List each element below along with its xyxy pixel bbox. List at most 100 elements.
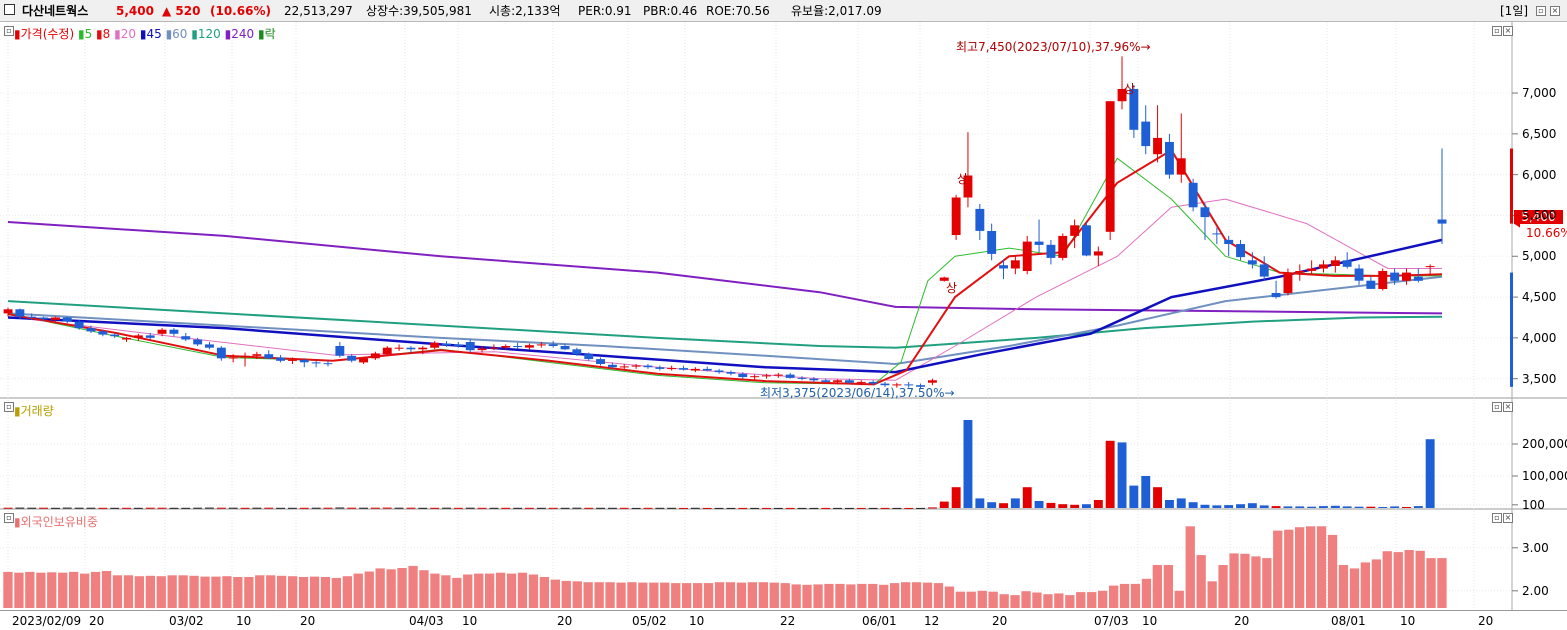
candle-body bbox=[702, 368, 712, 371]
candle-body bbox=[1342, 260, 1352, 267]
volume-bar bbox=[880, 507, 890, 509]
volume-bar bbox=[1319, 506, 1328, 508]
volume-bar bbox=[39, 507, 48, 509]
y-tick-label: 6,000 bbox=[1522, 167, 1557, 182]
candle-body bbox=[525, 345, 534, 348]
foreign-ratio-bar bbox=[14, 572, 24, 608]
foreign-ratio-bar bbox=[80, 573, 90, 608]
window-minimize-icon[interactable]: ▫ bbox=[1536, 6, 1546, 16]
foreign-ratio-bar bbox=[528, 574, 539, 608]
foreign-ratio-bar bbox=[1338, 565, 1349, 608]
foreign-ratio-bar bbox=[572, 581, 582, 608]
foreign-ratio-bar bbox=[999, 594, 1009, 608]
market-cap: 시총:2,133억 bbox=[489, 4, 561, 18]
volume-bar bbox=[122, 507, 131, 509]
ma60-line bbox=[7, 275, 1443, 365]
low-annotation: 최저3,375(2023/06/14),37.50%→ bbox=[760, 386, 955, 400]
volume-bar bbox=[987, 502, 997, 508]
stock-name: 다산네트웍스 bbox=[22, 4, 89, 18]
candle-body bbox=[892, 384, 902, 386]
x-tick-label: 20 bbox=[300, 614, 316, 628]
volume-bar bbox=[560, 507, 570, 509]
legend-down: 락 bbox=[264, 27, 276, 41]
pbr-value: PBR:0.46 bbox=[643, 4, 698, 18]
candle-body bbox=[856, 381, 866, 383]
foreign-panel-close-icon[interactable]: × bbox=[1503, 513, 1513, 523]
stock-price: 5,400 bbox=[116, 4, 154, 18]
volume-bar bbox=[276, 507, 285, 509]
candle-body bbox=[643, 365, 653, 368]
panel-minimize-icon[interactable]: ▫ bbox=[1492, 26, 1502, 36]
x-tick-label: 10 bbox=[689, 614, 705, 628]
foreign-ratio-bar bbox=[671, 583, 681, 608]
volume-bar bbox=[999, 503, 1008, 508]
volume-bar bbox=[1236, 504, 1245, 508]
volume-bar bbox=[394, 507, 404, 509]
legend-price: 가격(수정) bbox=[20, 27, 75, 41]
foreign-ratio-bar bbox=[583, 582, 593, 608]
volume-bar bbox=[406, 507, 416, 509]
volume-bar bbox=[951, 487, 961, 508]
volume-bar bbox=[86, 507, 96, 509]
volume-bar bbox=[596, 507, 605, 509]
volume-bar bbox=[477, 507, 487, 509]
foreign-panel-toggle-icon[interactable]: ▫ bbox=[4, 513, 14, 523]
foreign-ratio-bar bbox=[1382, 551, 1392, 608]
volume-bar bbox=[868, 507, 878, 509]
foreign-ratio-bar bbox=[3, 571, 13, 608]
window-close-icon[interactable]: × bbox=[1550, 6, 1560, 16]
candle-body bbox=[359, 358, 368, 363]
volume-bar bbox=[430, 507, 440, 509]
foreign-ratio-bar bbox=[364, 571, 374, 608]
x-tick-label: 06/01 bbox=[862, 614, 897, 628]
volume-bar bbox=[382, 507, 392, 509]
x-axis bbox=[0, 610, 1567, 630]
volume-panel-close-icon[interactable]: × bbox=[1503, 402, 1513, 412]
candle-body bbox=[619, 366, 629, 368]
y-tick-label: 3.00 bbox=[1522, 540, 1549, 555]
volume-bar bbox=[1176, 498, 1186, 508]
candle-body bbox=[1046, 244, 1056, 258]
candle-body bbox=[453, 344, 463, 346]
volume-panel-minimize-icon[interactable]: ▫ bbox=[1492, 402, 1502, 412]
volume-panel-toggle-icon[interactable]: ▫ bbox=[4, 402, 14, 412]
candle-body bbox=[1105, 101, 1115, 232]
stock-volume: 22,513,297 bbox=[284, 4, 353, 18]
candle-body bbox=[1117, 89, 1127, 102]
period-selector[interactable]: [1일] bbox=[1500, 4, 1529, 18]
foreign-ratio-bar bbox=[649, 582, 659, 608]
candle-body bbox=[299, 359, 309, 363]
volume-bar bbox=[679, 507, 688, 509]
candle-body bbox=[916, 385, 925, 387]
select-checkbox[interactable] bbox=[4, 4, 15, 15]
foreign-ratio-bar bbox=[988, 591, 998, 608]
foreign-ratio-bar bbox=[1021, 591, 1031, 608]
volume-bar bbox=[1366, 506, 1376, 508]
foreign-ratio-bar bbox=[1054, 593, 1064, 608]
volume-bar bbox=[501, 507, 511, 509]
volume-bar bbox=[1093, 500, 1103, 508]
volume-bar bbox=[15, 507, 25, 509]
foreign-ratio-bar bbox=[298, 577, 309, 608]
volume-bar bbox=[299, 507, 309, 509]
foreign-ratio-bar bbox=[1043, 594, 1053, 608]
candle-body bbox=[62, 317, 72, 322]
foreign-ratio-bar bbox=[1295, 527, 1305, 608]
volume-bar bbox=[193, 507, 203, 509]
candle-body bbox=[288, 359, 297, 361]
panel-toggle-icon[interactable]: ▫ bbox=[4, 26, 14, 36]
candle-body bbox=[1200, 207, 1210, 218]
foreign-panel-minimize-icon[interactable]: ▫ bbox=[1492, 513, 1502, 523]
candle-body bbox=[1212, 233, 1222, 235]
panel-close-icon[interactable]: × bbox=[1503, 26, 1513, 36]
volume-bar bbox=[785, 507, 795, 509]
volume-bar bbox=[572, 507, 582, 509]
candle-body bbox=[679, 368, 688, 370]
foreign-ratio-bar bbox=[1404, 550, 1414, 608]
foreign-ratio-bar bbox=[200, 576, 210, 608]
foreign-ratio-bar bbox=[824, 583, 834, 608]
volume-bar bbox=[62, 507, 72, 509]
candle-body bbox=[1165, 142, 1174, 175]
candle-body bbox=[489, 347, 499, 349]
candle-body bbox=[1425, 266, 1435, 268]
